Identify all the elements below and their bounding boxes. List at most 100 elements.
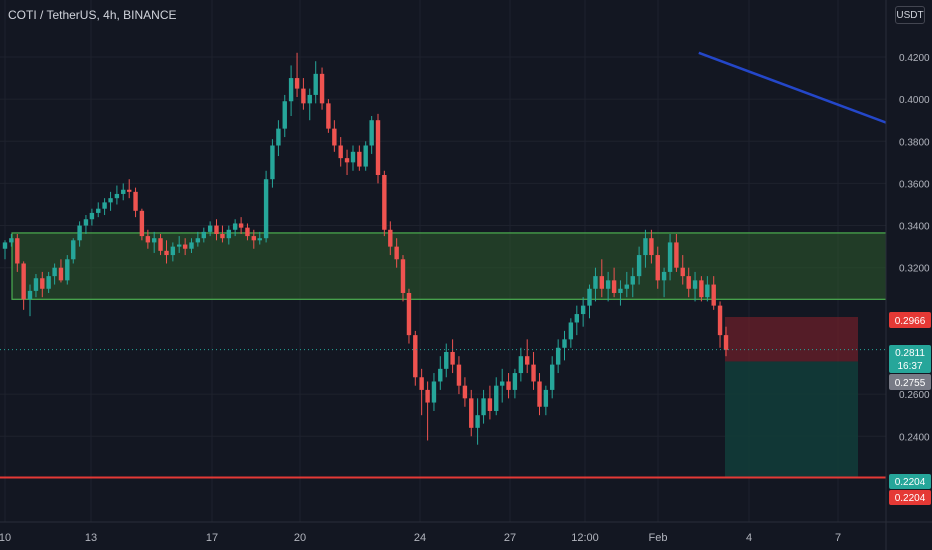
candle-body[interactable] [431,381,437,403]
candle-body[interactable] [406,292,412,336]
candle-body[interactable] [245,227,250,237]
candle-body[interactable] [220,233,225,239]
candle-body[interactable] [238,223,244,228]
candle-body[interactable] [587,288,592,306]
candle-body[interactable] [357,151,362,167]
candle-body[interactable] [611,280,617,293]
candle-body[interactable] [574,314,580,323]
candle-body[interactable] [27,290,33,300]
candle-body[interactable] [375,120,381,175]
candle-body[interactable] [77,225,82,241]
candle-body[interactable] [40,278,45,289]
currency-badge[interactable]: USDT [895,6,925,24]
candle-body[interactable] [176,244,182,247]
candle-body[interactable] [288,78,294,102]
candle-body[interactable] [462,385,468,399]
candle-body[interactable] [127,189,132,192]
candle-body[interactable] [680,267,685,277]
candle-body[interactable] [692,280,698,289]
candle-body[interactable] [33,278,39,291]
candle-body[interactable] [282,101,287,129]
candle-body[interactable] [294,78,300,89]
candle-body[interactable] [469,398,474,428]
candle-body[interactable] [170,246,176,256]
candle-body[interactable] [139,210,145,237]
candle-body[interactable] [636,255,642,277]
candle-body[interactable] [251,236,256,241]
candle-body[interactable] [2,242,8,249]
candle-body[interactable] [400,259,406,293]
candle-body[interactable] [108,198,113,203]
candle-body[interactable] [711,284,716,306]
candle-body[interactable] [699,280,704,298]
candle-body[interactable] [9,238,14,243]
candle-body[interactable] [531,364,536,382]
candle-body[interactable] [506,381,511,390]
candle-body[interactable] [52,267,57,277]
candle-body[interactable] [450,351,455,365]
candle-body[interactable] [394,246,399,260]
candle-body[interactable] [270,145,275,180]
candle-body[interactable] [425,389,430,403]
candle-body[interactable] [444,351,449,369]
candle-body[interactable] [543,389,549,407]
candle-body[interactable] [83,219,89,226]
candle-body[interactable] [145,236,151,243]
candle-body[interactable] [537,381,542,407]
candle-body[interactable] [189,242,194,249]
symbol-title[interactable]: COTI / TetherUS, 4h, BINANCE [8,8,177,22]
candle-body[interactable] [593,276,598,289]
candle-body[interactable] [419,377,424,390]
range-zone[interactable] [11,232,888,300]
candle-body[interactable] [102,202,107,209]
candle-body[interactable] [599,276,604,289]
candle-body[interactable] [326,103,331,129]
candle-body[interactable] [549,364,555,390]
candle-body[interactable] [121,189,126,194]
candle-body[interactable] [214,225,219,234]
candle-body[interactable] [661,271,667,281]
candle-body[interactable] [226,229,231,239]
upper-trend-line[interactable] [698,51,932,266]
candle-body[interactable] [413,335,418,378]
candle-body[interactable] [89,212,95,220]
candle-body[interactable] [369,120,374,146]
candle-body[interactable] [232,223,238,230]
candle-body[interactable] [301,88,306,104]
candle-body[interactable] [114,193,120,199]
candle-body[interactable] [388,229,393,247]
candle-body[interactable] [438,368,443,382]
candle-body[interactable] [46,276,51,289]
candle-body[interactable] [257,238,262,241]
candle-body[interactable] [630,276,635,285]
candle-body[interactable] [96,208,101,213]
candle-body[interactable] [624,284,629,289]
candle-body[interactable] [605,280,611,289]
candle-body[interactable] [494,385,499,411]
stop-loss-zone[interactable] [725,317,858,362]
candle-body[interactable] [481,398,486,416]
candle-body[interactable] [518,356,524,374]
candle-body[interactable] [363,145,368,167]
take-profit-zone[interactable] [725,361,858,478]
price-scale[interactable] [886,0,932,522]
candle-body[interactable] [487,398,493,411]
candle-body[interactable] [133,191,138,211]
candle-body[interactable] [649,238,654,256]
candle-body[interactable] [319,73,325,104]
candle-body[interactable] [723,335,729,350]
candle-body[interactable] [555,347,561,365]
candle-body[interactable] [562,339,567,348]
candle-body[interactable] [344,158,350,163]
candle-body[interactable] [152,238,157,243]
candle-body[interactable] [307,94,312,104]
candle-body[interactable] [350,151,356,163]
candle-body[interactable] [500,381,505,386]
candle-body[interactable] [158,238,163,251]
candle-body[interactable] [382,174,387,230]
candle-body[interactable] [618,288,623,293]
candle-body[interactable] [21,263,26,300]
candle-body[interactable] [667,242,673,272]
candle-body[interactable] [643,238,648,256]
